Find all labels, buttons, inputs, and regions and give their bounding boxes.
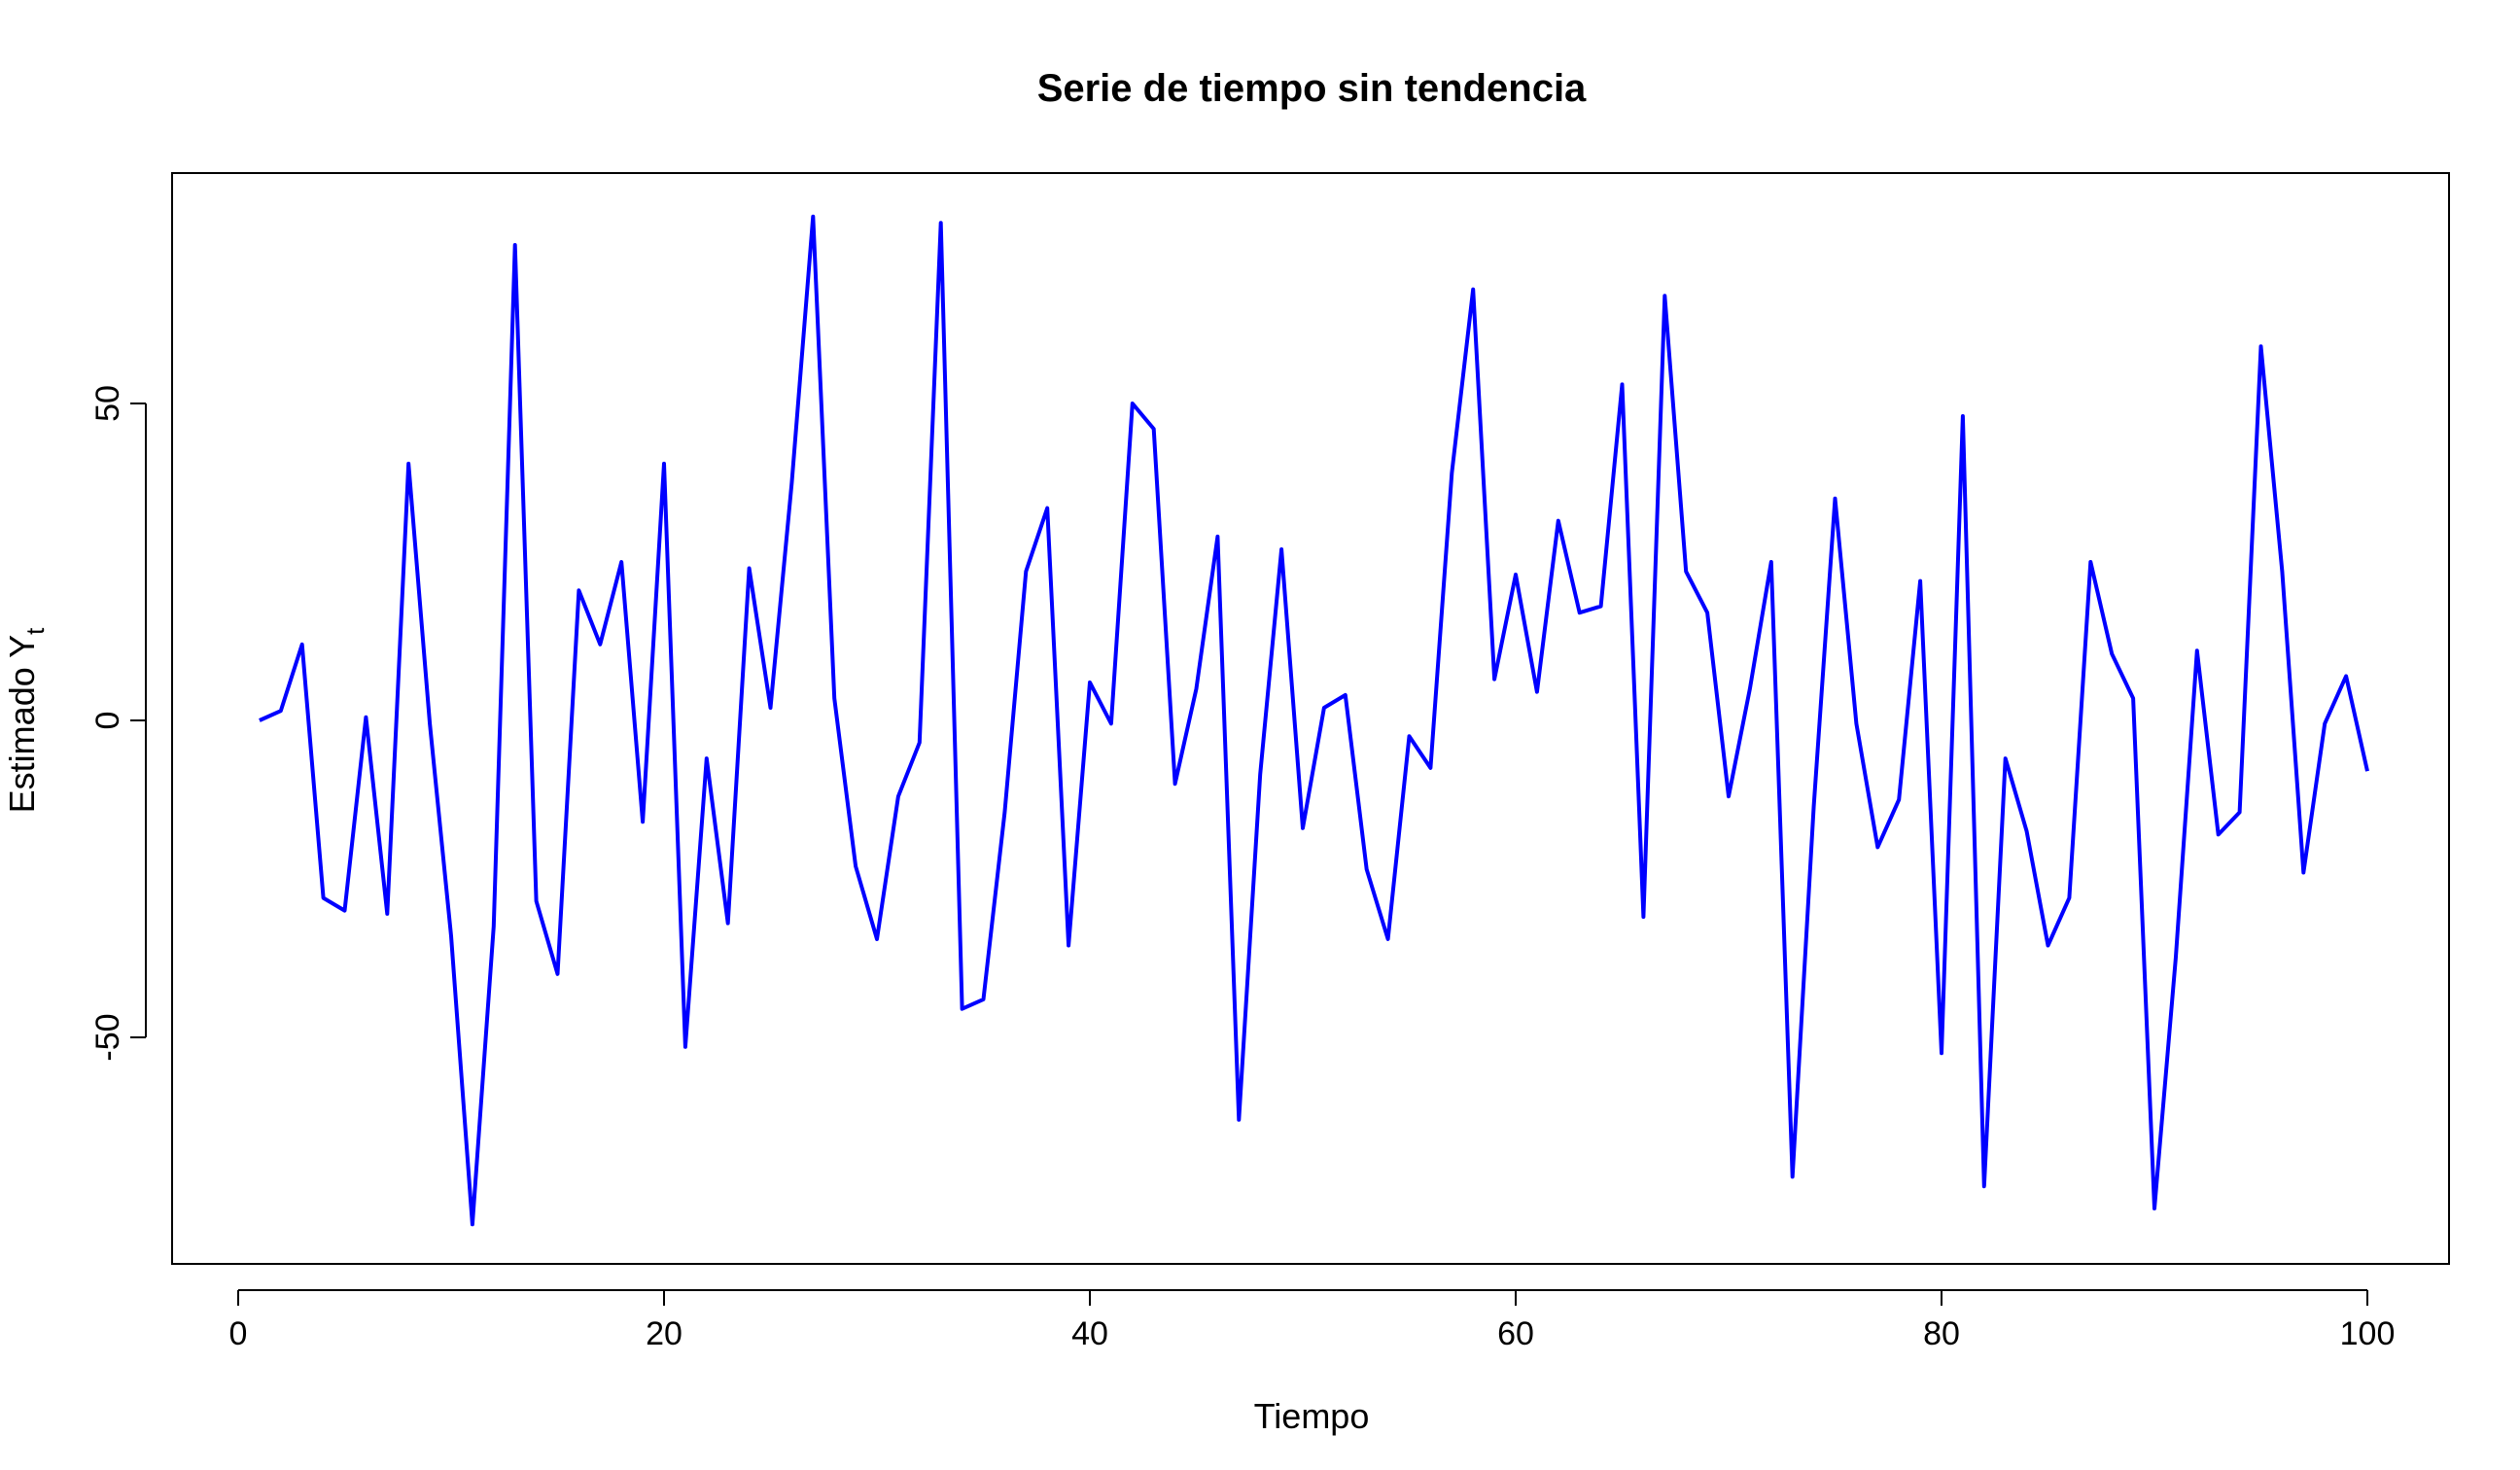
x-axis: 0 20 40 60 80 100 <box>229 1289 2396 1352</box>
y-tick-label: 50 <box>89 385 126 422</box>
chart-title: Serie de tiempo sin tendencia <box>1037 67 1587 110</box>
x-axis-label: Tiempo <box>1254 1396 1370 1436</box>
y-tick-label: -50 <box>89 1013 126 1061</box>
y-axis-label-subscript: t <box>20 627 50 635</box>
plot-frame <box>171 172 2450 1265</box>
x-tick-label: 0 <box>229 1315 248 1352</box>
y-tick-label: 0 <box>89 712 126 730</box>
x-tick-label: 20 <box>646 1315 682 1352</box>
x-tick-label: 60 <box>1497 1315 1534 1352</box>
y-axis-label-main: Estimado Y <box>2 635 42 813</box>
series-layer <box>259 214 2369 1227</box>
x-tick-label: 40 <box>1071 1315 1108 1352</box>
x-tick-label: 100 <box>2340 1315 2396 1352</box>
y-axis: -50 0 50 <box>89 385 147 1062</box>
y-axis-label: Estimado Yt <box>2 627 50 813</box>
x-tick-label: 80 <box>1923 1315 1960 1352</box>
series-line <box>259 214 2369 1227</box>
